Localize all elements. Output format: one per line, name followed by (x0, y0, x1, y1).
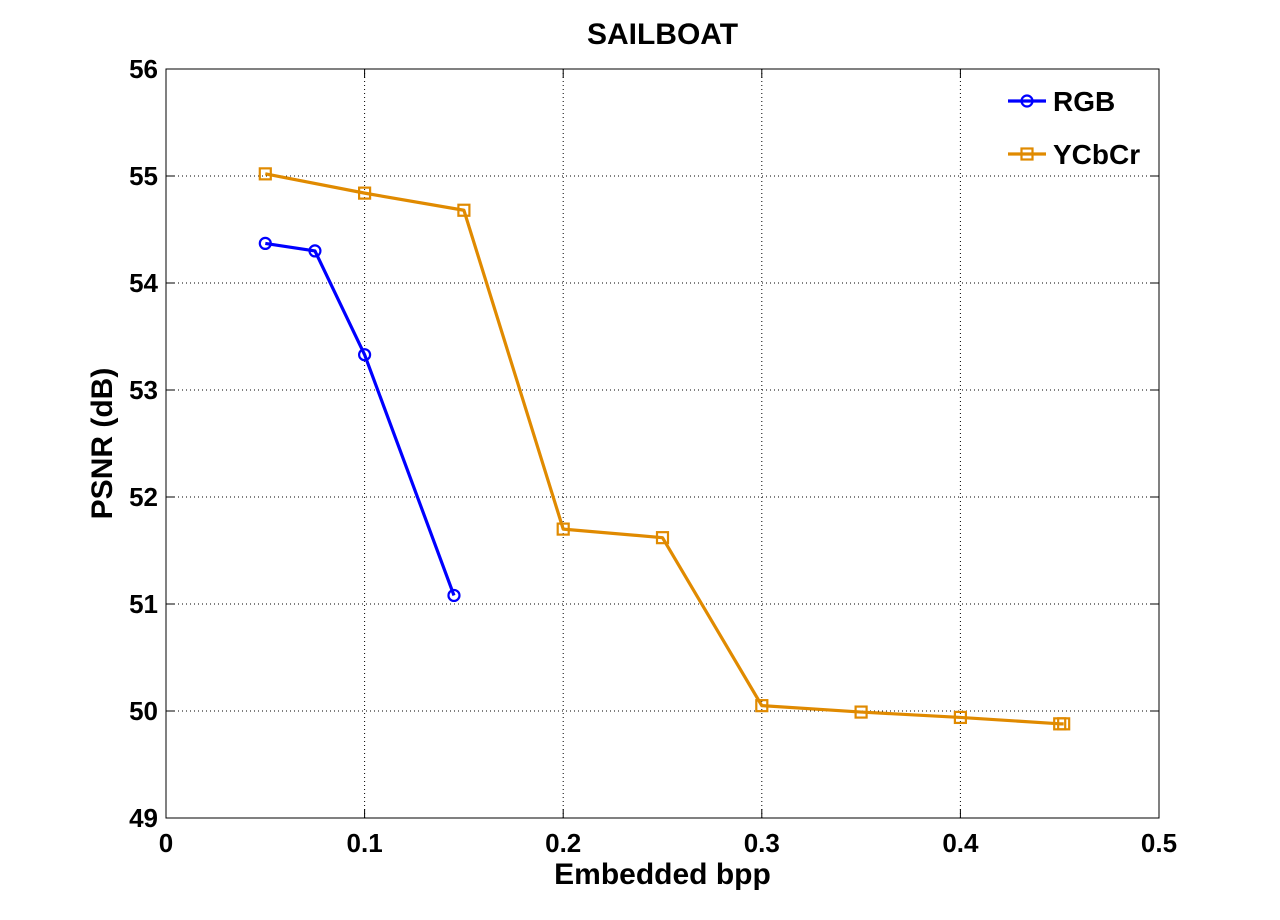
x-tick-label: 0.1 (347, 828, 383, 858)
x-tick-label: 0.4 (942, 828, 979, 858)
series-layer (258, 167, 1071, 731)
tick-marks (165, 68, 1160, 819)
series-line-rgb (265, 241, 456, 596)
x-tick-label: 0.2 (545, 828, 581, 858)
data-point-ycbcr (1057, 717, 1071, 731)
plot-area (166, 69, 1159, 818)
x-tick-label: 0.5 (1141, 828, 1177, 858)
y-tick-label: 54 (129, 268, 158, 298)
legend-label-rgb: RGB (1053, 86, 1115, 117)
y-axis-label: PSNR (dB) (86, 368, 119, 520)
y-tick-label: 51 (129, 589, 158, 619)
y-tick-label: 49 (129, 803, 158, 833)
data-point-ycbcr (457, 203, 471, 217)
x-axis-label: Embedded bpp (554, 858, 771, 891)
data-point-rgb (258, 236, 272, 251)
data-point-ycbcr (854, 705, 868, 719)
y-tick-label: 53 (129, 375, 158, 405)
data-point-ycbcr (556, 522, 570, 536)
series-line-ycbcr (264, 172, 1064, 726)
legend-marker-ycbcr (1020, 147, 1034, 161)
data-point-ycbcr (358, 186, 372, 200)
y-tick-labels: 49 50 51 52 53 54 55 56 (129, 54, 158, 833)
x-tick-label: 0.3 (744, 828, 780, 858)
data-point-ycbcr (755, 699, 769, 713)
x-tick-label: 0 (159, 828, 173, 858)
data-point-rgb (358, 348, 372, 362)
series-ycbcr (258, 167, 1071, 731)
data-point-rgb (447, 588, 461, 603)
y-tick-label: 56 (129, 54, 158, 84)
series-rgb (258, 236, 461, 603)
data-point-ycbcr (258, 167, 272, 181)
plot-frame (165, 68, 1160, 819)
y-tick-label: 52 (129, 482, 158, 512)
chart-title: SAILBOAT (587, 18, 738, 51)
data-point-rgb (308, 244, 322, 258)
data-point-ycbcr (953, 710, 968, 725)
legend-marker-rgb (1020, 94, 1034, 108)
y-tick-label: 50 (129, 696, 158, 726)
data-point-ycbcr (655, 531, 670, 545)
legend-label-ycbcr: YCbCr (1053, 139, 1140, 170)
y-tick-label: 55 (129, 161, 158, 191)
x-tick-labels: 0 0.1 0.2 0.3 0.4 0.5 (159, 828, 1177, 858)
legend: RGB YCbCr (1008, 86, 1140, 170)
